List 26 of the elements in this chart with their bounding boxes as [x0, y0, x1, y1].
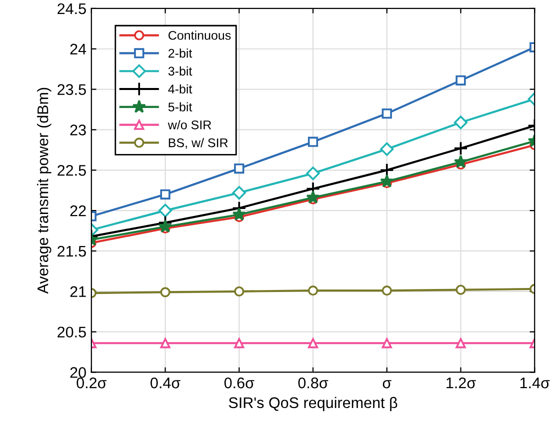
x-tick-label: 0.6σ — [224, 378, 254, 388]
x-tick-label: 0.4σ — [150, 378, 180, 388]
y-tick-label: 21.5 — [58, 246, 86, 257]
y-tick-label: 22 — [70, 205, 86, 216]
y-tick-label: 20.5 — [58, 326, 86, 338]
x-tick-label: σ — [382, 380, 392, 388]
x-tick-label: 1.2σ — [446, 378, 476, 388]
y-tick-label: 20 — [70, 367, 86, 378]
legend-label: w/o SIR — [168, 120, 212, 130]
y-tick-label: 22.5 — [58, 165, 86, 176]
legend-label: 4-bit — [168, 84, 192, 94]
y-tick-label: 21 — [70, 286, 86, 297]
x-tick-label: 1.4σ — [520, 378, 550, 388]
y-tick-label: 23.5 — [58, 84, 86, 95]
y-tick-label: 24.5 — [58, 3, 86, 14]
x-tick-label: 0.8σ — [298, 378, 328, 388]
legend-label: 5-bit — [168, 102, 192, 112]
x-axis-title: SIR's QoS requirement β — [228, 396, 398, 412]
y-tick-label: 24 — [70, 44, 86, 54]
y-tick-label: 23 — [70, 124, 86, 136]
x-tick-label: 0.2σ — [76, 378, 107, 388]
y-axis-title: Average transmit power (dBm) — [37, 88, 52, 294]
legend-label: 3-bit — [168, 66, 192, 76]
legend-label: Continuous — [168, 30, 231, 40]
legend-label: BS, w/ SIR — [168, 138, 228, 149]
legend-label: 2-bit — [168, 48, 192, 58]
